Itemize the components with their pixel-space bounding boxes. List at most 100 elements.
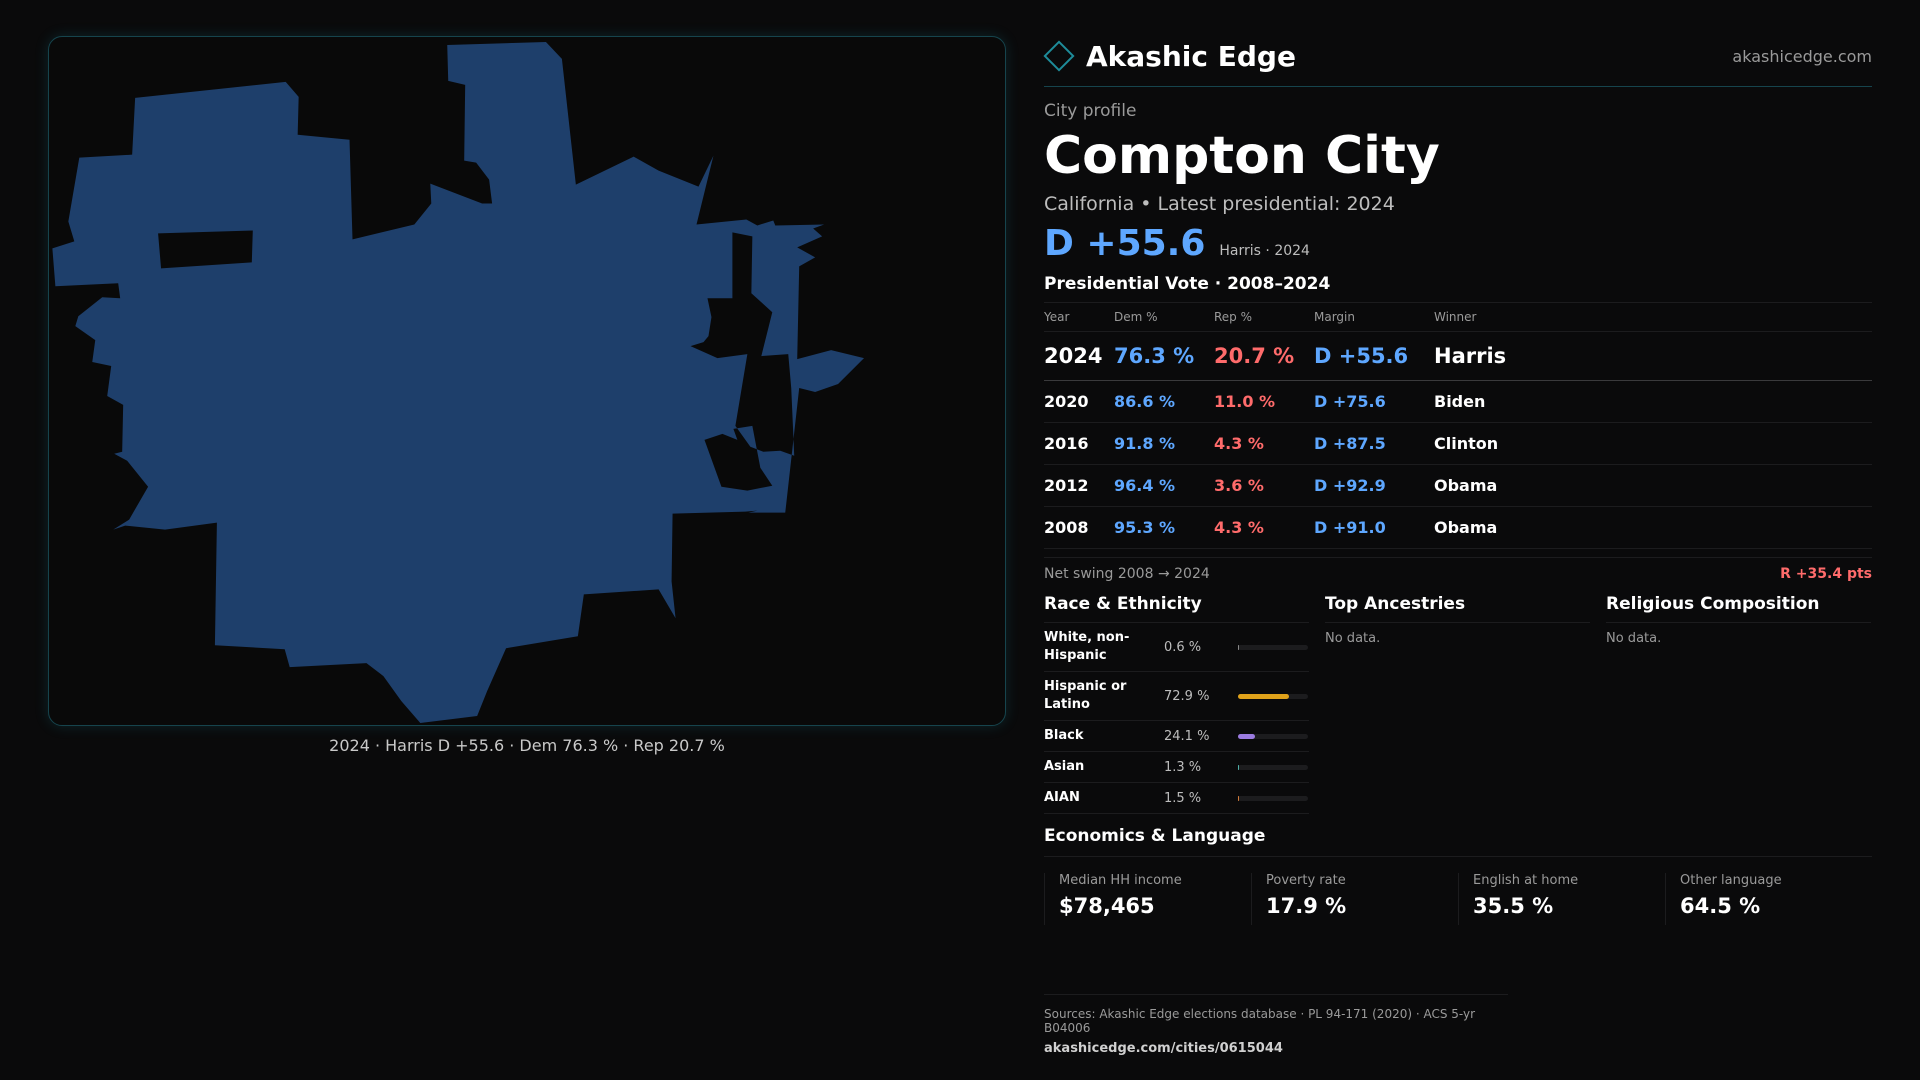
- table-row: 2012 96.4 % 3.6 % D +92.9 Obama: [1044, 464, 1872, 507]
- map-caption: 2024 · Harris D +55.6 · Dem 76.3 % · Rep…: [329, 736, 725, 755]
- city-boundary-shape: [52, 41, 865, 724]
- column-header-rep: Rep %: [1214, 302, 1314, 332]
- winner-cell: Harris: [1434, 331, 1872, 381]
- brand-header: Akashic Edge akashicedge.com: [1043, 34, 1872, 87]
- race-row: Asian 1.3 %: [1044, 752, 1309, 783]
- net-swing: Net swing 2008 → 2024 R +35.4 pts: [1044, 557, 1872, 582]
- table-header-row: Year Dem % Rep % Margin Winner: [1044, 302, 1872, 332]
- city-boundary-map: [52, 41, 865, 724]
- page-title: Compton City: [1044, 126, 1440, 186]
- margin-cell: D +91.0: [1314, 506, 1434, 549]
- footer-sources: Sources: Akashic Edge elections database…: [1044, 1007, 1476, 1035]
- race-bar-track: [1238, 644, 1308, 650]
- headline-margin: D +55.6: [1044, 223, 1206, 264]
- race-label: Asian: [1044, 759, 1085, 774]
- stat-label: Median HH income: [1059, 873, 1182, 888]
- city-profile-panel: Akashic Edge akashicedge.com City profil…: [1043, 34, 1872, 925]
- stat-other-language: Other language 64.5 %: [1665, 873, 1872, 925]
- year-cell: 2016: [1044, 422, 1114, 465]
- rep-share-cell: 11.0 %: [1214, 380, 1314, 423]
- race-label: Hispanic or Latino: [1044, 679, 1127, 712]
- race-value: 72.9 %: [1164, 688, 1210, 704]
- table-row: 2024 76.3 % 20.7 % D +55.6 Harris: [1044, 331, 1872, 381]
- race-label: White, non-Hispanic: [1044, 630, 1130, 663]
- religion-section: Religious Composition No data.: [1606, 594, 1871, 814]
- footer-url-link[interactable]: akashicedge.com/cities/0615044: [1044, 1041, 1283, 1056]
- stat-value: $78,465: [1059, 894, 1155, 918]
- stat-value: 64.5 %: [1680, 894, 1761, 918]
- column-header-dem: Dem %: [1114, 302, 1214, 332]
- page-subtitle: California • Latest presidential: 2024: [1044, 193, 1395, 215]
- demographics-columns: Race & Ethnicity White, non-Hispanic 0.6…: [1044, 594, 1872, 814]
- year-cell: 2020: [1044, 380, 1114, 423]
- race-bar-fill: [1238, 693, 1290, 699]
- race-row: Hispanic or Latino 72.9 %: [1044, 672, 1309, 721]
- religion-empty-state: No data.: [1606, 631, 1662, 646]
- dem-share-cell: 91.8 %: [1114, 422, 1214, 465]
- race-label: Black: [1044, 728, 1084, 743]
- winner-cell: Obama: [1434, 506, 1872, 549]
- brand-url-link[interactable]: akashicedge.com: [1732, 46, 1872, 66]
- headline-note: Harris · 2024: [1219, 243, 1310, 259]
- margin-cell: D +87.5: [1314, 422, 1434, 465]
- winner-cell: Biden: [1434, 380, 1872, 423]
- ancestries-empty-state: No data.: [1325, 631, 1381, 646]
- stat-label: Poverty rate: [1266, 873, 1346, 888]
- column-header-margin: Margin: [1314, 302, 1434, 332]
- rep-share-cell: 20.7 %: [1214, 331, 1314, 381]
- race-row: AIAN 1.5 %: [1044, 783, 1309, 814]
- race-value: 0.6 %: [1164, 639, 1202, 655]
- race-label: AIAN: [1044, 790, 1080, 805]
- margin-cell: D +92.9: [1314, 464, 1434, 507]
- economics-stats: Median HH income $78,465 Poverty rate 17…: [1044, 873, 1872, 925]
- table-row: 2020 86.6 % 11.0 % D +75.6 Biden: [1044, 380, 1872, 423]
- race-row: White, non-Hispanic 0.6 %: [1044, 623, 1309, 672]
- stat-english-at-home: English at home 35.5 %: [1458, 873, 1665, 925]
- year-cell: 2024: [1044, 331, 1114, 381]
- winner-cell: Obama: [1434, 464, 1872, 507]
- margin-cell: D +75.6: [1314, 380, 1434, 423]
- ancestries-section: Top Ancestries No data.: [1325, 594, 1590, 814]
- race-bar-fill: [1238, 644, 1240, 650]
- presidential-vote-table: Year Dem % Rep % Margin Winner 2024 76.3…: [1044, 302, 1872, 549]
- race-bar-fill: [1238, 764, 1240, 770]
- stat-label: Other language: [1680, 873, 1782, 888]
- rep-share-cell: 3.6 %: [1214, 464, 1314, 507]
- margin-cell: D +55.6: [1314, 331, 1434, 381]
- stat-poverty-rate: Poverty rate 17.9 %: [1251, 873, 1458, 925]
- stat-label: English at home: [1473, 873, 1579, 888]
- table-row: 2008 95.3 % 4.3 % D +91.0 Obama: [1044, 506, 1872, 549]
- votes-section-title: Presidential Vote · 2008–2024: [1044, 274, 1331, 294]
- race-ethnicity-section: Race & Ethnicity White, non-Hispanic 0.6…: [1044, 594, 1309, 814]
- race-bar-track: [1238, 693, 1308, 699]
- race-bar-track: [1238, 795, 1308, 801]
- race-value: 1.3 %: [1164, 759, 1202, 775]
- page-eyebrow: City profile: [1044, 101, 1137, 121]
- dem-share-cell: 86.6 %: [1114, 380, 1214, 423]
- stat-median-income: Median HH income $78,465: [1044, 873, 1251, 925]
- race-value: 1.5 %: [1164, 790, 1202, 806]
- winner-cell: Clinton: [1434, 422, 1872, 465]
- brand-name: Akashic Edge: [1086, 39, 1296, 73]
- stat-value: 17.9 %: [1266, 894, 1347, 918]
- year-cell: 2008: [1044, 506, 1114, 549]
- ancestries-section-title: Top Ancestries: [1325, 594, 1590, 623]
- headline-result: D +55.6 Harris · 2024: [1044, 223, 1872, 264]
- race-bar-track: [1238, 764, 1308, 770]
- table-row: 2016 91.8 % 4.3 % D +87.5 Clinton: [1044, 422, 1872, 465]
- net-swing-value: R +35.4 pts: [1780, 566, 1872, 582]
- dem-share-cell: 95.3 %: [1114, 506, 1214, 549]
- dem-share-cell: 96.4 %: [1114, 464, 1214, 507]
- economics-section-title: Economics & Language: [1044, 826, 1872, 857]
- brand[interactable]: Akashic Edge: [1043, 39, 1296, 73]
- race-value: 24.1 %: [1164, 728, 1210, 744]
- column-header-year: Year: [1044, 302, 1114, 332]
- footer: Sources: Akashic Edge elections database…: [1044, 994, 1508, 1056]
- city-map: [48, 36, 1006, 726]
- rep-share-cell: 4.3 %: [1214, 506, 1314, 549]
- race-bar-fill: [1238, 733, 1255, 739]
- diamond-icon: [1043, 40, 1075, 72]
- rep-share-cell: 4.3 %: [1214, 422, 1314, 465]
- religion-section-title: Religious Composition: [1606, 594, 1871, 623]
- year-cell: 2012: [1044, 464, 1114, 507]
